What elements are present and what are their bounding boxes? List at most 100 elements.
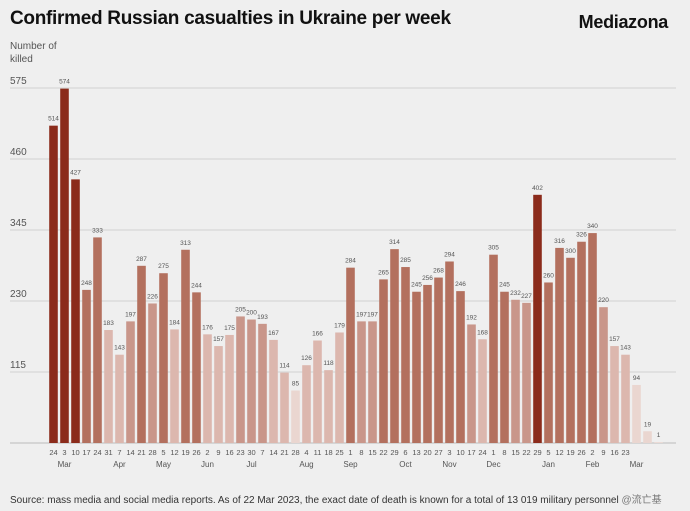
bar bbox=[148, 303, 157, 443]
chart-title: Confirmed Russian casualties in Ukraine … bbox=[10, 8, 451, 29]
bar-value-label: 183 bbox=[103, 320, 114, 327]
x-tick-label: 12 bbox=[555, 448, 563, 457]
bar-value-label: 402 bbox=[532, 185, 543, 192]
y-tick-label: 345 bbox=[10, 218, 27, 229]
x-tick-label: 16 bbox=[610, 448, 618, 457]
x-tick-label: 10 bbox=[456, 448, 464, 457]
bar-value-label: 227 bbox=[521, 293, 532, 300]
x-tick-label: 22 bbox=[379, 448, 387, 457]
bar bbox=[313, 340, 322, 443]
bar bbox=[555, 247, 564, 443]
bar bbox=[346, 267, 355, 443]
bar-value-label: 245 bbox=[411, 282, 422, 289]
bar bbox=[467, 324, 476, 443]
x-tick-label: 11 bbox=[314, 448, 322, 457]
bar bbox=[247, 319, 256, 443]
x-tick-label: 21 bbox=[280, 448, 288, 457]
bar bbox=[445, 261, 454, 443]
bar-value-label: 176 bbox=[202, 324, 213, 331]
bar bbox=[82, 289, 91, 443]
x-tick-label: 29 bbox=[533, 448, 541, 457]
bar bbox=[115, 354, 124, 443]
x-tick-label: 12 bbox=[170, 448, 178, 457]
bar-value-label: 316 bbox=[554, 238, 565, 245]
bar bbox=[126, 321, 135, 443]
x-tick-label: 17 bbox=[82, 448, 90, 457]
bar-value-label: 143 bbox=[620, 345, 631, 352]
y-tick-label: 115 bbox=[10, 360, 26, 371]
bar bbox=[71, 179, 80, 444]
x-tick-label: 13 bbox=[412, 448, 420, 457]
bar-value-label: 300 bbox=[565, 248, 576, 255]
bar-value-label: 340 bbox=[587, 223, 598, 230]
x-tick-label: 15 bbox=[368, 448, 376, 457]
bar bbox=[181, 249, 190, 443]
bar-value-label: 94 bbox=[633, 375, 641, 382]
bar-value-label: 574 bbox=[59, 79, 70, 86]
month-label: Nov bbox=[442, 460, 456, 469]
x-tick-label: 27 bbox=[434, 448, 442, 457]
x-tick-label: 25 bbox=[335, 448, 343, 457]
x-tick-label: 28 bbox=[148, 448, 156, 457]
x-tick-label: 1 bbox=[491, 448, 495, 457]
x-tick-label: 31 bbox=[104, 448, 112, 457]
bar bbox=[599, 307, 608, 443]
bar-value-label: 245 bbox=[499, 282, 510, 289]
bar bbox=[566, 257, 575, 443]
x-tick-label: 17 bbox=[467, 448, 475, 457]
bar-value-label: 192 bbox=[466, 314, 477, 321]
x-tick-label: 3 bbox=[447, 448, 451, 457]
bar-value-label: 168 bbox=[477, 329, 488, 336]
bar bbox=[588, 233, 597, 443]
bar bbox=[522, 302, 531, 443]
bar bbox=[225, 334, 234, 443]
y-tick-label: 460 bbox=[10, 147, 27, 158]
month-label: Oct bbox=[399, 460, 412, 469]
x-tick-label: 29 bbox=[390, 448, 398, 457]
bar bbox=[500, 291, 509, 443]
bar bbox=[170, 329, 179, 443]
bar bbox=[434, 277, 443, 443]
watermark: @流亡基 bbox=[621, 495, 662, 506]
y-axis-label: Number of killed bbox=[10, 41, 57, 65]
brand-logo: Mediazona bbox=[578, 12, 669, 32]
bar-value-label: 248 bbox=[81, 280, 92, 287]
bar-value-label: 275 bbox=[158, 263, 169, 270]
bar-value-label: 285 bbox=[400, 257, 411, 264]
month-label: Sep bbox=[343, 460, 358, 469]
month-label: Aug bbox=[299, 460, 313, 469]
bar bbox=[236, 316, 245, 443]
y-tick-label: 230 bbox=[10, 289, 27, 300]
x-tick-label: 5 bbox=[161, 448, 165, 457]
bar-value-label: 193 bbox=[257, 314, 268, 321]
x-tick-label: 8 bbox=[502, 448, 506, 457]
bar bbox=[104, 330, 113, 443]
bar bbox=[335, 332, 344, 443]
x-tick-label: 19 bbox=[181, 448, 189, 457]
bar-value-label: 200 bbox=[246, 310, 257, 317]
bar-value-label: 197 bbox=[356, 311, 367, 318]
bar bbox=[379, 279, 388, 443]
x-tick-label: 3 bbox=[62, 448, 66, 457]
bar-value-label: 244 bbox=[191, 282, 202, 289]
source-text: Source: mass media and social media repo… bbox=[10, 495, 619, 506]
month-label: Apr bbox=[113, 460, 126, 469]
bar-value-label: 287 bbox=[136, 256, 147, 263]
bar-value-label: 268 bbox=[433, 268, 444, 275]
x-tick-label: 1 bbox=[348, 448, 352, 457]
bar-value-label: 167 bbox=[268, 330, 279, 337]
x-tick-label: 30 bbox=[247, 448, 255, 457]
month-label: May bbox=[156, 460, 171, 469]
bar bbox=[621, 354, 630, 443]
month-label: Mar bbox=[630, 460, 644, 469]
x-tick-label: 26 bbox=[577, 448, 585, 457]
bar bbox=[456, 291, 465, 443]
bar bbox=[489, 254, 498, 443]
bar-value-label: 197 bbox=[367, 311, 378, 318]
x-tick-label: 19 bbox=[566, 448, 574, 457]
month-label: Jan bbox=[542, 460, 555, 469]
x-tick-label: 9 bbox=[216, 448, 220, 457]
bar-value-label: 294 bbox=[444, 251, 455, 258]
bar-value-label: 1 bbox=[657, 432, 661, 439]
